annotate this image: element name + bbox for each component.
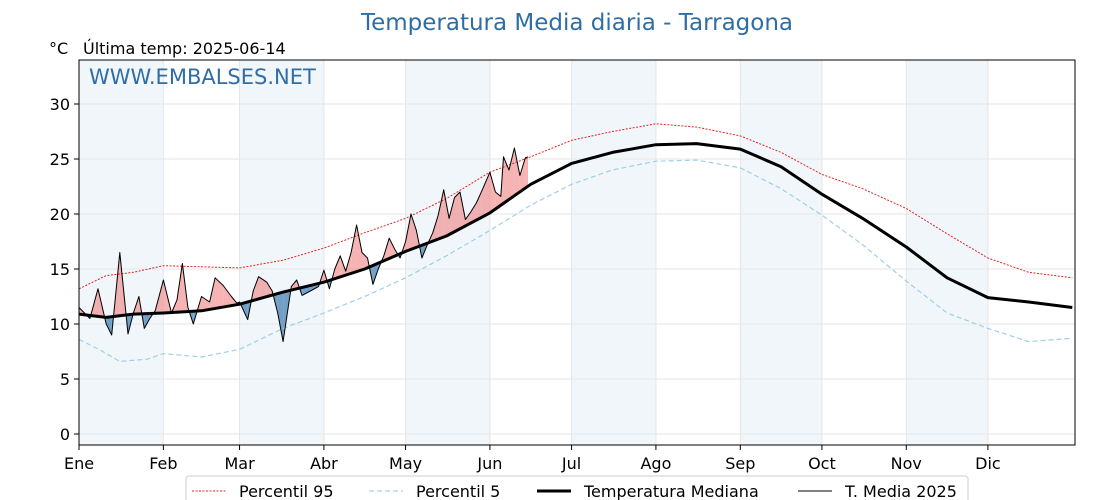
month-band <box>906 60 988 445</box>
month-band <box>405 60 490 445</box>
anomaly-fill-above <box>476 190 482 221</box>
anomaly-fill-above <box>519 157 526 192</box>
x-tick-label: Nov <box>891 454 922 473</box>
anomaly-fill-above <box>258 276 267 299</box>
anomaly-fill-above <box>525 156 529 189</box>
month-bands <box>79 60 988 445</box>
x-tick-label: Jul <box>561 454 581 473</box>
anomaly-fill-above <box>503 156 509 204</box>
x-tick-label: Dic <box>975 454 1001 473</box>
month-band <box>571 60 656 445</box>
line-t-media-2025 <box>78 147 529 343</box>
anomaly-fill-below <box>277 292 284 342</box>
series-lines <box>78 123 1073 363</box>
anomaly-fill-below <box>106 316 112 335</box>
anomaly-fill-above <box>438 189 444 240</box>
y-tick-label: 25 <box>50 150 70 169</box>
x-tick-label: Feb <box>149 454 177 473</box>
anomaly-fill-above <box>443 189 450 238</box>
month-band <box>740 60 822 445</box>
anomaly-fill-above <box>223 285 232 308</box>
anomaly-fill-above <box>489 172 496 213</box>
x-tick-label: Jun <box>476 454 502 473</box>
watermark: WWW.EMBALSES.NET <box>89 65 316 89</box>
month-band <box>239 60 324 445</box>
anomaly-fill-above <box>514 148 520 196</box>
anomaly-fill-above <box>253 276 259 301</box>
anomaly-fill-above <box>470 203 477 224</box>
month-band <box>79 60 164 445</box>
legend-label-p5: Percentil 5 <box>416 482 500 500</box>
x-tick-label: Abr <box>310 454 338 473</box>
chart-title: Temperatura Media diaria - Tarragona <box>360 10 793 36</box>
y-tick-label: 20 <box>50 205 70 224</box>
x-tick-label: Mar <box>224 454 255 473</box>
anomaly-fill-above <box>351 225 357 274</box>
anomaly-fill-above <box>449 197 455 235</box>
plot-frame <box>78 59 1076 446</box>
anomaly-fill-above <box>334 255 341 279</box>
anomaly-fill-above <box>215 277 224 309</box>
legend-label-median: Temperatura Mediana <box>583 482 759 500</box>
y-axis-ticks: 0 5 10 15 20 25 30 <box>50 95 79 444</box>
x-tick-label: Ene <box>64 454 94 473</box>
y-tick-label: 0 <box>60 425 70 444</box>
anomaly-fill-above <box>389 238 395 259</box>
anomaly-fill-above <box>411 214 417 250</box>
anomaly-fill-above <box>266 282 273 297</box>
y-tick-label: 5 <box>60 370 70 389</box>
y-unit-label: °C <box>49 39 68 58</box>
legend-label-p95: Percentil 95 <box>239 482 334 500</box>
x-tick-label: Ago <box>640 454 671 473</box>
x-tick-label: May <box>389 454 422 473</box>
line-temperatura-mediana <box>78 142 1073 319</box>
legend: Percentil 95 Percentil 5 Temperatura Med… <box>185 475 969 500</box>
anomaly-fill-above <box>356 225 363 272</box>
anomaly-fill-above <box>454 192 460 232</box>
anomaly-fill-above <box>508 148 515 200</box>
anomaly-fill-above <box>432 215 439 242</box>
y-tick-label: 10 <box>50 315 70 334</box>
x-axis-ticks: Ene Feb Mar Abr May Jun Jul Ago Sep Oct Nov Dic <box>64 445 1001 473</box>
x-tick-label: Oct <box>808 454 836 473</box>
y-tick-label: 30 <box>50 95 70 114</box>
anomaly-fill-above <box>201 296 210 311</box>
grid-lines <box>78 60 1075 445</box>
last-temp-label: Última temp: 2025-06-14 <box>83 39 286 58</box>
legend-box <box>185 475 969 500</box>
anomaly-fill-below <box>144 313 150 329</box>
y-tick-label: 15 <box>50 260 70 279</box>
legend-label-current: T. Media 2025 <box>844 482 957 500</box>
anomaly-fill-above <box>481 172 490 218</box>
x-tick-label: Sep <box>725 454 755 473</box>
